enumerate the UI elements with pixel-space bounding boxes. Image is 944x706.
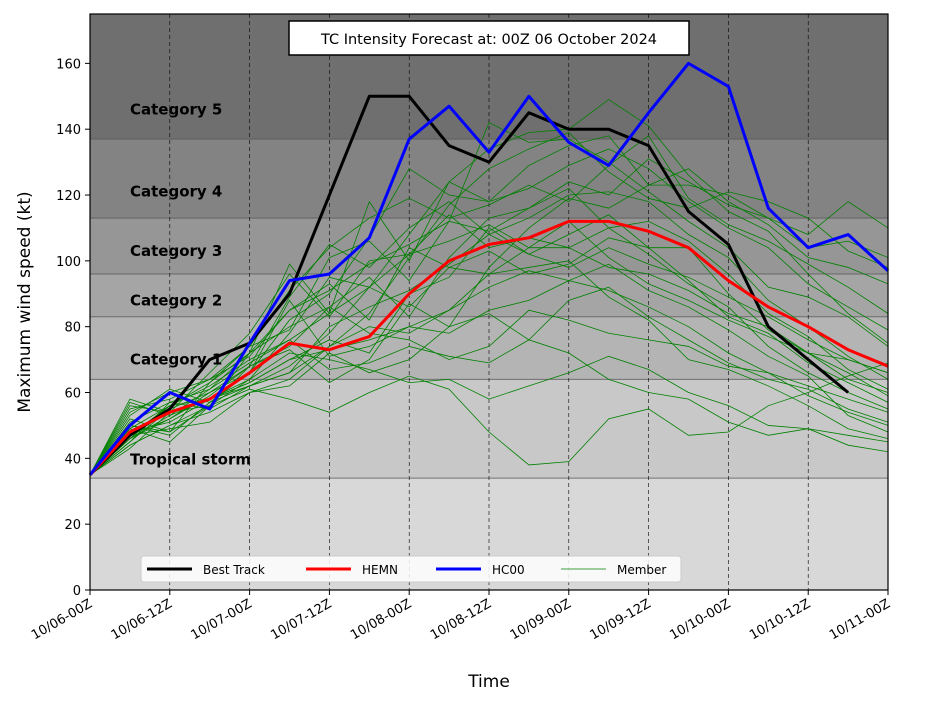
y-tick-label: 60 <box>64 387 81 402</box>
chart-title: TC Intensity Forecast at: 00Z 06 October… <box>320 32 657 48</box>
series-line-best-track <box>88 94 850 476</box>
x-tick-label: 10/11-00Z <box>827 596 893 643</box>
x-axis-title: Time <box>467 672 510 692</box>
legend-box <box>140 555 682 583</box>
y-axis: 0 20 40 60 80 100 120 140 160 <box>56 57 90 599</box>
y-tick-label: 40 <box>64 452 81 467</box>
member-line <box>89 158 889 476</box>
legend: Best Track HEMN HC00 Member <box>140 555 682 583</box>
category-label: Category 4 <box>130 183 222 201</box>
y-tick-label: 80 <box>64 321 81 336</box>
x-tick-label: 10/10-00Z <box>667 596 733 643</box>
member-line <box>89 339 889 475</box>
x-tick-label: 10/06-12Z <box>109 596 175 643</box>
member-line <box>89 234 889 476</box>
category-label: Category 5 <box>130 100 222 118</box>
x-tick-label: 10/09-00Z <box>508 596 574 643</box>
member-line <box>89 132 889 476</box>
x-axis: 10/06-00Z 10/06-12Z 10/07-00Z 10/07-12Z 10/0… <box>29 590 893 643</box>
member-line <box>89 135 889 476</box>
x-tick-label: 10/08-12Z <box>428 596 494 643</box>
member-line <box>89 220 889 476</box>
member-line <box>89 362 889 476</box>
main-series-lines <box>88 61 890 476</box>
y-tick-label: 20 <box>64 518 81 533</box>
category-label: Category 1 <box>130 351 222 369</box>
member-line <box>89 122 889 476</box>
category-label: Category 3 <box>130 242 222 260</box>
member-line <box>89 237 889 476</box>
vertical-grid <box>169 14 809 590</box>
legend-label: Member <box>617 563 666 577</box>
category-label: Tropical storm <box>130 450 251 468</box>
y-axis-title: Maximum wind speed (kt) <box>15 191 35 412</box>
member-line <box>89 184 889 476</box>
band-1 <box>90 316 888 380</box>
y-tick-label: 0 <box>73 584 81 599</box>
legend-label: Best Track <box>203 563 265 577</box>
member-line <box>89 286 889 476</box>
x-tick-label: 10/10-12Z <box>747 596 813 643</box>
y-tick-label: 100 <box>56 255 81 270</box>
category-labels: Tropical storm Category 1 Category 2 Catego… <box>130 100 251 468</box>
y-tick-label: 160 <box>56 57 81 72</box>
series-line-hemn <box>88 219 889 476</box>
member-lines <box>89 99 889 476</box>
y-tick-label: 140 <box>56 123 81 138</box>
x-tick-label: 10/09-12Z <box>588 596 654 643</box>
x-tick-label: 10/07-00Z <box>189 596 255 643</box>
y-tick-label: 120 <box>56 189 81 204</box>
x-tick-label: 10/08-00Z <box>348 596 414 643</box>
member-line <box>89 224 889 475</box>
x-tick-label: 10/06-00Z <box>29 596 95 643</box>
legend-label: HEMN <box>362 563 398 577</box>
category-label: Category 2 <box>130 291 222 309</box>
title-box: TC Intensity Forecast at: 00Z 06 October… <box>288 20 690 56</box>
legend-label: HC00 <box>492 563 525 577</box>
member-line <box>89 352 889 476</box>
member-line <box>89 280 889 476</box>
x-tick-label: 10/07-12Z <box>268 596 334 643</box>
series-line-hc00 <box>88 61 890 476</box>
title-border <box>288 20 690 56</box>
